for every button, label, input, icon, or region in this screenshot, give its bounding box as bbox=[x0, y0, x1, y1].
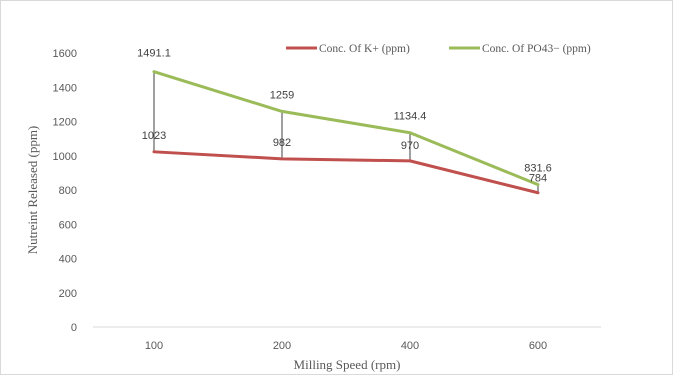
y-tick-label: 600 bbox=[59, 219, 77, 231]
data-label-po4: 1134.4 bbox=[394, 111, 427, 123]
y-tick-label: 1000 bbox=[53, 151, 77, 163]
x-tick-label: 600 bbox=[529, 340, 547, 352]
y-tick-label: 1600 bbox=[53, 48, 77, 60]
data-labels: 1023 982 970 784 1491.1 1259 1134.4 831.6 bbox=[137, 48, 552, 185]
data-label-po4: 1259 bbox=[270, 89, 294, 101]
x-axis-title: Milling Speed (rpm) bbox=[294, 357, 401, 372]
x-tick-label: 400 bbox=[401, 340, 419, 352]
data-label-k: 1023 bbox=[142, 130, 166, 142]
y-axis-ticks: 0 200 400 600 800 1000 1200 1400 1600 bbox=[53, 48, 77, 334]
y-tick-label: 1200 bbox=[53, 117, 77, 129]
y-tick-label: 800 bbox=[59, 185, 77, 197]
y-tick-label: 200 bbox=[59, 288, 77, 300]
data-label-po4: 1491.1 bbox=[137, 48, 171, 60]
data-label-po4: 831.6 bbox=[524, 163, 552, 175]
series-group bbox=[152, 70, 540, 195]
legend-label-po4: Conc. Of PO43− (ppm) bbox=[482, 43, 591, 55]
y-axis-title: Nutreint Released (ppm) bbox=[25, 126, 40, 255]
x-tick-label: 200 bbox=[273, 340, 291, 352]
y-tick-label: 1400 bbox=[53, 82, 77, 94]
data-label-k: 982 bbox=[273, 137, 291, 149]
series-line-k bbox=[152, 150, 540, 195]
series-line-po4 bbox=[152, 70, 540, 187]
data-label-k: 784 bbox=[529, 173, 547, 185]
legend: Conc. Of K+ (ppm) Conc. Of PO43− (ppm) bbox=[286, 43, 591, 55]
y-tick-label: 400 bbox=[59, 254, 77, 266]
x-axis-ticks: 100 200 400 600 bbox=[145, 340, 547, 352]
drop-lines bbox=[153, 71, 539, 193]
legend-label-k: Conc. Of K+ (ppm) bbox=[319, 43, 410, 55]
y-tick-label: 0 bbox=[71, 322, 77, 334]
x-tick-label: 100 bbox=[145, 340, 163, 352]
data-label-k: 970 bbox=[401, 140, 419, 152]
